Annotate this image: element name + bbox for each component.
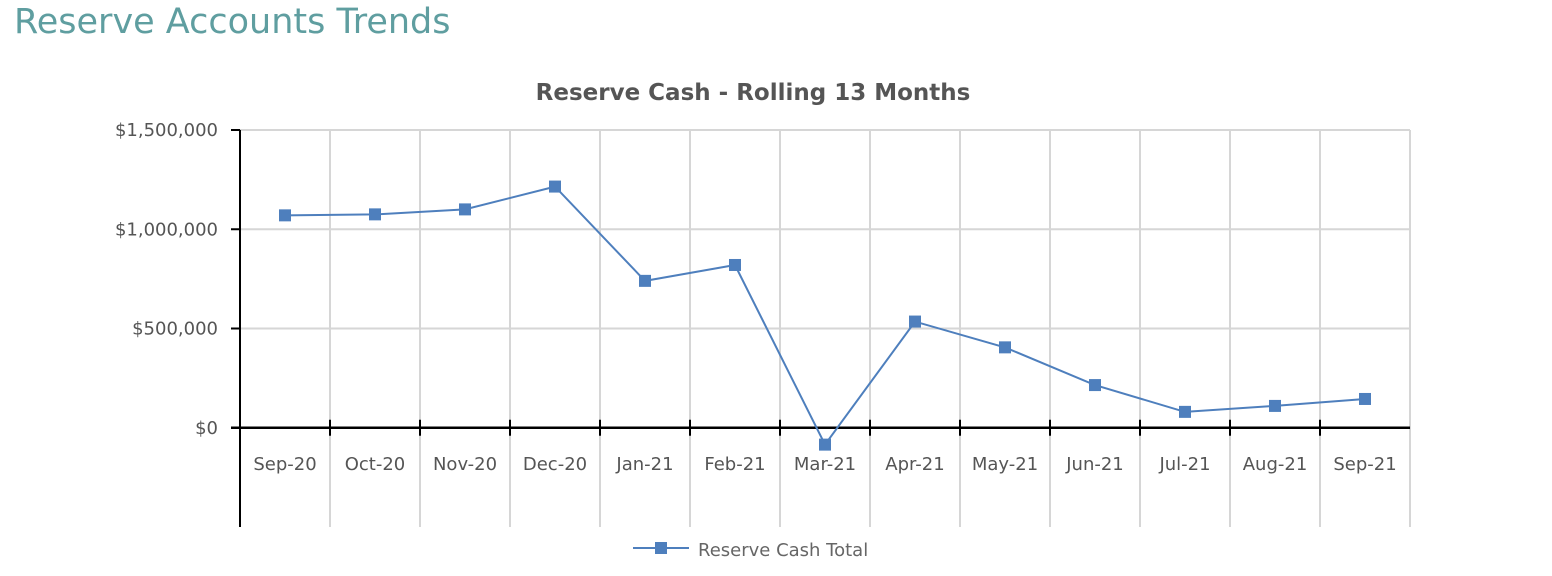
y-tick-label: $500,000 xyxy=(132,319,218,340)
series-line xyxy=(284,185,1366,447)
x-tick-label: Jun-21 xyxy=(1065,454,1124,475)
y-tick-label: $1,500,000 xyxy=(115,120,218,141)
chart-title: Reserve Cash - Rolling 13 Months xyxy=(536,80,971,106)
data-point xyxy=(1269,399,1281,412)
data-point xyxy=(1089,379,1101,392)
axes: $0 $500,000 $1,000,000 $1,500,000 Sep-20 Oct-… xyxy=(115,120,1410,527)
x-tick-label: Jul-21 xyxy=(1158,454,1210,475)
series xyxy=(279,180,1371,451)
y-tick-label: $0 xyxy=(195,418,218,439)
x-tick-label: Aug-21 xyxy=(1243,454,1308,475)
data-point xyxy=(549,180,561,193)
x-tick-label: Feb-21 xyxy=(704,454,765,475)
data-point xyxy=(909,315,921,328)
data-point xyxy=(729,258,741,271)
x-tick-label: Sep-21 xyxy=(1333,454,1396,475)
data-point xyxy=(1359,392,1371,405)
x-tick-label: Apr-21 xyxy=(885,454,944,475)
data-point xyxy=(459,203,471,216)
x-tick-label: Oct-20 xyxy=(345,454,406,475)
legend-marker xyxy=(655,542,667,554)
grid xyxy=(240,129,1411,527)
data-point xyxy=(369,208,381,221)
data-point xyxy=(279,209,291,222)
x-tick-label: May-21 xyxy=(972,454,1038,475)
data-point xyxy=(1179,405,1191,418)
x-tick-label: Nov-20 xyxy=(433,454,497,475)
x-tick-label: Dec-20 xyxy=(523,454,587,475)
data-point xyxy=(999,341,1011,354)
legend: Reserve Cash Total xyxy=(633,540,868,561)
y-tick-label: $1,000,000 xyxy=(115,219,218,240)
legend-label: Reserve Cash Total xyxy=(698,540,868,561)
x-tick-label: Mar-21 xyxy=(794,454,856,475)
page-heading: Reserve Accounts Trends xyxy=(14,2,451,42)
x-tick-label: Jan-21 xyxy=(615,454,673,475)
x-tick-label: Sep-20 xyxy=(253,454,316,475)
data-point xyxy=(819,438,831,451)
data-point xyxy=(639,274,651,287)
